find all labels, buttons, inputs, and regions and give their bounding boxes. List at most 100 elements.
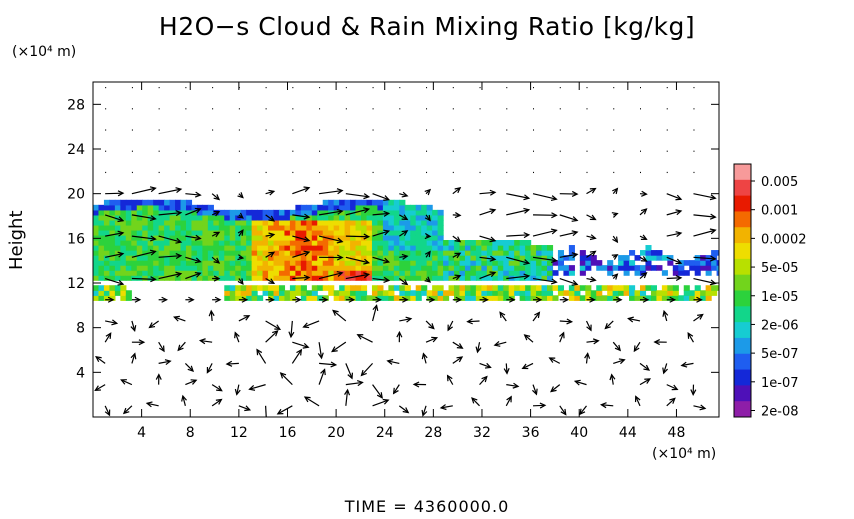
- cloud-cell: [585, 295, 592, 301]
- wind-arrowhead: [117, 230, 125, 237]
- cloud-cell: [213, 234, 220, 241]
- cloud-cell: [98, 204, 105, 211]
- cloud-cell: [377, 270, 384, 276]
- wind-arrowhead: [671, 384, 679, 391]
- cloud-cell: [114, 290, 121, 296]
- cloud-cell: [169, 275, 176, 281]
- cloud-cell: [371, 270, 379, 276]
- cloud-cell: [344, 270, 351, 276]
- cloud-cell: [235, 255, 242, 261]
- cloud-cell: [464, 245, 472, 251]
- cloud-cell: [339, 260, 346, 266]
- wind-arrowhead: [709, 213, 717, 220]
- wind-arrowhead: [402, 296, 409, 303]
- cloud-cell: [333, 199, 340, 206]
- cloud-cell: [185, 260, 193, 266]
- wind-arrowhead: [489, 255, 497, 262]
- wind-arrowhead: [592, 338, 600, 345]
- cloud-cell: [311, 229, 318, 236]
- cloud-cell: [344, 214, 351, 221]
- cloud-cell: [432, 265, 439, 271]
- cloud-cell: [289, 285, 296, 291]
- cloud-cell: [109, 245, 116, 251]
- cloud-cell: [552, 270, 559, 276]
- wind-arrow: [184, 362, 194, 372]
- cloud-cell: [328, 229, 335, 236]
- wind-arrowhead: [447, 324, 453, 332]
- wind-arrowhead: [344, 388, 351, 396]
- cloud-cell: [481, 260, 488, 266]
- cloud-cell: [557, 265, 565, 271]
- wind-arrowhead: [268, 215, 276, 222]
- cloud-cell: [514, 245, 521, 251]
- cloud-cell: [164, 214, 171, 221]
- cloud-cell: [262, 290, 269, 296]
- wind-arrowhead: [609, 373, 616, 381]
- cloud-cell: [284, 255, 291, 261]
- cloud-cell: [268, 240, 275, 246]
- cloud-cell: [153, 250, 160, 256]
- cloud-cell: [618, 290, 625, 296]
- wind-arrowhead: [412, 381, 420, 388]
- cloud-cell: [350, 260, 357, 266]
- wind-arrow: [550, 384, 561, 392]
- cloud-cell: [158, 214, 165, 221]
- cloud-cell: [246, 219, 253, 226]
- cloud-cell: [470, 290, 477, 296]
- cloud-cell: [196, 224, 203, 231]
- wind-arrowhead: [158, 345, 165, 353]
- cloud-cell: [295, 260, 302, 266]
- cloud-cell: [437, 260, 444, 266]
- cloud-cell: [618, 285, 625, 291]
- wind-arrowhead: [589, 214, 597, 221]
- wind-arrowhead: [589, 250, 597, 257]
- cloud-cell: [410, 290, 417, 296]
- wind-arrow: [104, 332, 112, 343]
- cloud-cell: [650, 285, 657, 291]
- cloud-cell: [317, 245, 324, 251]
- cloud-cell: [459, 295, 466, 301]
- wind-arrowhead: [107, 296, 115, 303]
- cloud-cell: [437, 270, 444, 276]
- wind-arrow: [372, 399, 389, 407]
- wind-arrowhead: [571, 190, 579, 198]
- cloud-cell: [464, 285, 472, 291]
- cloud-cell: [634, 295, 641, 301]
- cloud-cell: [634, 255, 641, 261]
- cloud-cell: [339, 285, 346, 291]
- cloud-cell: [251, 214, 258, 221]
- wind-arrow: [586, 235, 596, 239]
- cloud-cell: [164, 260, 171, 266]
- cloud-cell: [224, 224, 231, 231]
- cloud-cell: [656, 255, 663, 261]
- cloud-cell: [344, 250, 351, 256]
- wind-arrowhead: [279, 372, 287, 379]
- cloud-cell: [437, 290, 444, 296]
- cloud-cell: [131, 250, 138, 256]
- wind-arrow: [398, 230, 408, 237]
- cloud-cell: [388, 199, 395, 206]
- cloud-cell: [278, 224, 286, 231]
- cloud-cell: [300, 229, 307, 236]
- cloud-cell: [218, 224, 225, 231]
- cloud-cell: [202, 270, 209, 276]
- cloud-cell: [716, 270, 719, 276]
- cloud-cell: [557, 285, 565, 291]
- cloud-cell: [180, 265, 187, 271]
- cloud-cell: [257, 295, 264, 301]
- cloud-cell: [289, 234, 296, 241]
- wind-arrowhead: [268, 232, 276, 239]
- cloud-cell: [503, 245, 510, 251]
- cloud-cell: [459, 270, 466, 276]
- cloud-cell: [251, 224, 258, 231]
- wind-arrowhead: [550, 256, 558, 263]
- wind-arrow: [319, 189, 343, 195]
- cloud-cell: [103, 234, 111, 241]
- cloud-cell: [125, 295, 132, 301]
- wind-arrow: [332, 310, 347, 322]
- cloud-cell: [196, 219, 203, 226]
- cloud-cell: [333, 214, 340, 221]
- wind-arrowhead: [709, 194, 717, 201]
- cloud-cell: [306, 295, 313, 301]
- wind-arrowhead: [643, 364, 651, 371]
